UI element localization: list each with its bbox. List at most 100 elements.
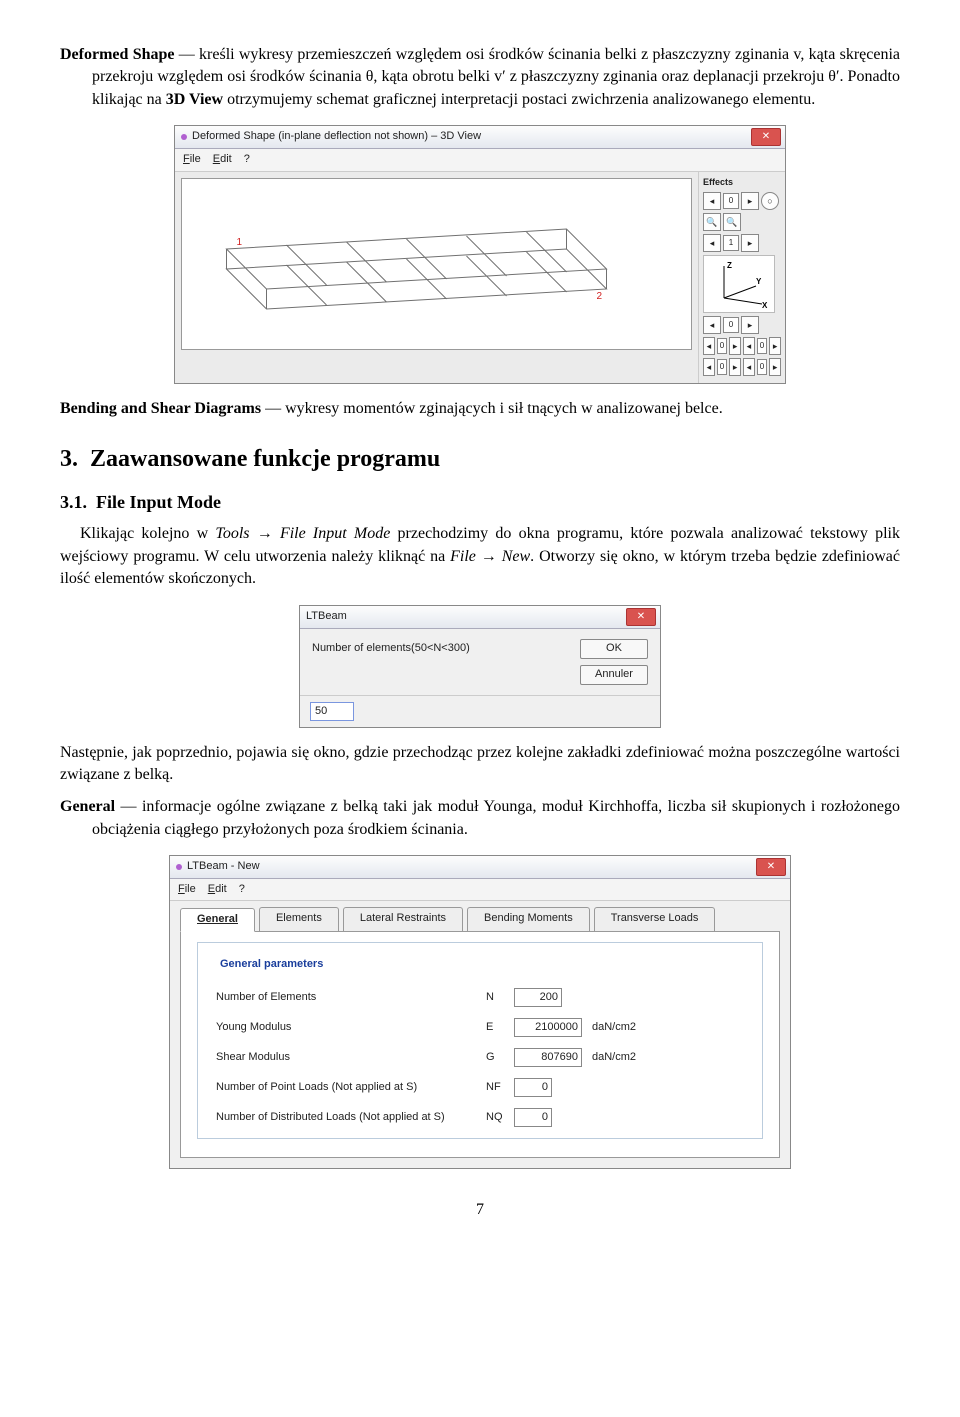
lead-deformed-shape: Deformed Shape	[60, 46, 175, 63]
para-bending-shear: Bending and Shear Diagrams — wykresy mom…	[60, 398, 900, 420]
window-3d-view: Deformed Shape (in-plane deflection not …	[174, 125, 786, 384]
it-new: New	[502, 548, 530, 565]
param-label: Shear Modulus	[216, 1050, 486, 1065]
param-row-nf: Number of Point Loads (Not applied at S)…	[216, 1072, 744, 1102]
param-sym: NQ	[486, 1110, 514, 1125]
param-field-nq[interactable]: 0	[514, 1108, 552, 1127]
param-field-n[interactable]: 200	[514, 988, 562, 1007]
ok-button[interactable]: OK	[580, 639, 648, 659]
tab-elements[interactable]: Elements	[259, 907, 339, 930]
zoom-in-icon[interactable]: 🔍	[703, 213, 721, 231]
nav-prev-button[interactable]: ◂	[703, 234, 721, 252]
para-deformed-shape: Deformed Shape — kreśli wykresy przemies…	[60, 44, 900, 111]
menu-help[interactable]: ?	[239, 882, 245, 897]
z-next[interactable]: ▸	[741, 316, 759, 334]
svg-text:Y: Y	[756, 277, 762, 286]
param-sym: G	[486, 1050, 514, 1065]
x2-next[interactable]: ▸	[769, 358, 781, 376]
tab-bending-moments[interactable]: Bending Moments	[467, 907, 590, 930]
menu-file[interactable]: File	[183, 152, 201, 167]
titlebar-dlg: LTBeam ✕	[300, 606, 660, 629]
titlebar-tabs: LTBeam - New ✕	[170, 856, 790, 879]
svg-text:X: X	[762, 301, 768, 310]
panel-general: General parameters Number of Elements N …	[180, 931, 780, 1158]
app-icon	[176, 864, 182, 870]
zoom-out-icon[interactable]: 🔍	[723, 213, 741, 231]
param-row-e: Young Modulus E 2100000 daN/cm2	[216, 1012, 744, 1042]
it-file: File	[450, 548, 476, 565]
num-elements-field[interactable]: 50	[310, 702, 354, 721]
dlg-title: LTBeam	[306, 609, 347, 624]
param-field-e[interactable]: 2100000	[514, 1018, 582, 1037]
x2-prev[interactable]: ◂	[743, 358, 755, 376]
tabs-title: LTBeam - New	[187, 859, 260, 874]
groupbox-label: General parameters	[216, 957, 327, 972]
param-sym: N	[486, 990, 514, 1005]
effects-val-1: 1	[723, 235, 739, 251]
cancel-button[interactable]: Annuler	[580, 665, 648, 685]
para-next: Następnie, jak poprzednio, pojawia się o…	[60, 742, 900, 787]
param-label: Number of Point Loads (Not applied at S)	[216, 1080, 486, 1095]
y-next[interactable]: ▸	[729, 337, 741, 355]
para2-body: — wykresy momentów zginających i sił tną…	[261, 400, 723, 417]
param-sym: E	[486, 1020, 514, 1035]
beam-label-1: 1	[237, 237, 243, 248]
lead-bending: Bending and Shear Diagrams	[60, 400, 261, 417]
y-prev[interactable]: ◂	[703, 337, 715, 355]
param-label: Young Modulus	[216, 1020, 486, 1035]
param-label: Number of Distributed Loads (Not applied…	[216, 1110, 486, 1125]
y2-prev[interactable]: ◂	[743, 337, 755, 355]
x-val: 0	[717, 359, 728, 375]
tab-strip: General Elements Lateral Restraints Bend…	[170, 901, 790, 930]
param-field-nf[interactable]: 0	[514, 1078, 552, 1097]
page-number: 7	[60, 1199, 900, 1221]
param-sym: NF	[486, 1080, 514, 1095]
param-field-g[interactable]: 807690	[514, 1048, 582, 1067]
param-unit: daN/cm2	[586, 1050, 656, 1065]
para1-tail: otrzymujemy schemat graficznej interpret…	[223, 91, 815, 108]
close-icon[interactable]: ✕	[756, 858, 786, 876]
param-row-g: Shear Modulus G 807690 daN/cm2	[216, 1042, 744, 1072]
effects-prev-button[interactable]: ◂	[703, 192, 721, 210]
dlg-prompt: Number of elements(50<N<300)	[312, 641, 470, 656]
para-general: General — informacje ogólne związane z b…	[60, 796, 900, 841]
effects-val-0: 0	[723, 193, 739, 209]
titlebar-3d: Deformed Shape (in-plane deflection not …	[175, 126, 785, 149]
para5-body: — informacje ogólne związane z belką tak…	[92, 798, 900, 837]
bold-3dview: 3D View	[166, 91, 223, 108]
close-icon[interactable]: ✕	[751, 128, 781, 146]
effects-loop-icon[interactable]: ○	[761, 192, 779, 210]
nav-next-button[interactable]: ▸	[741, 234, 759, 252]
canvas-3d: 1 2	[181, 178, 692, 350]
x-prev[interactable]: ◂	[703, 358, 715, 376]
tab-transverse-loads[interactable]: Transverse Loads	[594, 907, 716, 930]
tab-general[interactable]: General	[180, 908, 255, 931]
y2-next[interactable]: ▸	[769, 337, 781, 355]
sub31-title: File Input Mode	[96, 492, 221, 512]
close-icon[interactable]: ✕	[626, 608, 656, 626]
z-prev[interactable]: ◂	[703, 316, 721, 334]
subsection-3-1-heading: 3.1. File Input Mode	[60, 490, 900, 515]
sub31-num: 3.1.	[60, 492, 87, 512]
menubar-3d: File Edit ?	[175, 149, 785, 171]
effects-label: Effects	[703, 176, 781, 189]
menu-file[interactable]: File	[178, 882, 196, 897]
effects-next-button[interactable]: ▸	[741, 192, 759, 210]
z-val: 0	[723, 317, 739, 333]
menu-edit[interactable]: Edit	[208, 882, 227, 897]
y-val: 0	[717, 338, 728, 354]
param-unit: daN/cm2	[586, 1020, 656, 1035]
tab-lateral-restraints[interactable]: Lateral Restraints	[343, 907, 463, 930]
x2-val: 0	[757, 359, 768, 375]
menu-edit[interactable]: Edit	[213, 152, 232, 167]
app-icon	[181, 134, 187, 140]
title-3d: Deformed Shape (in-plane deflection not …	[192, 129, 481, 144]
x-next[interactable]: ▸	[729, 358, 741, 376]
it-fim: File Input Mode	[280, 525, 390, 542]
menu-help[interactable]: ?	[244, 152, 250, 167]
svg-text:Z: Z	[727, 261, 732, 270]
lead-general: General	[60, 798, 115, 815]
dialog-num-elements: LTBeam ✕ Number of elements(50<N<300) OK…	[299, 605, 661, 728]
para-file-input-mode: Klikając kolejno w Tools → File Input Mo…	[60, 523, 900, 590]
param-label: Number of Elements	[216, 990, 486, 1005]
